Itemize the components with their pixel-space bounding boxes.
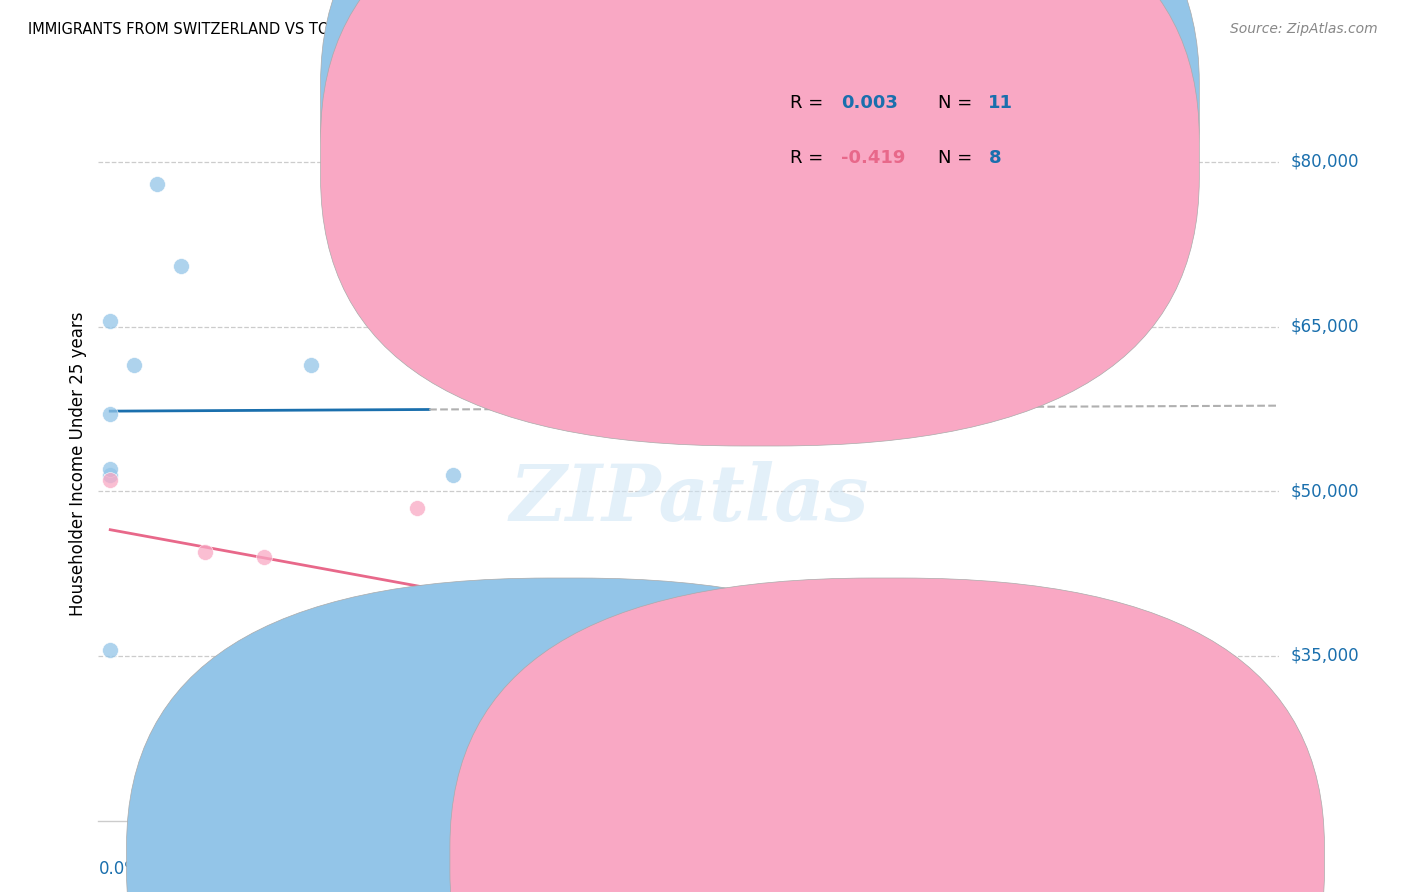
Text: 10.0%: 10.0% xyxy=(1227,860,1279,878)
Text: -0.419: -0.419 xyxy=(841,149,905,167)
Point xyxy=(406,622,429,636)
Text: R =: R = xyxy=(790,94,830,112)
Point xyxy=(643,643,665,657)
Text: 0.0%: 0.0% xyxy=(98,860,141,878)
Y-axis label: Householder Income Under 25 years: Householder Income Under 25 years xyxy=(69,311,87,616)
Text: Immigrants from Switzerland: Immigrants from Switzerland xyxy=(585,850,827,868)
Text: N =: N = xyxy=(938,149,977,167)
Point xyxy=(1091,758,1114,772)
Text: $50,000: $50,000 xyxy=(1291,483,1360,500)
Point xyxy=(170,259,193,273)
Point xyxy=(299,358,322,372)
Text: $35,000: $35,000 xyxy=(1291,647,1360,665)
Text: 8: 8 xyxy=(988,149,1001,167)
Point xyxy=(441,467,464,482)
Point xyxy=(253,550,276,565)
Text: Source: ZipAtlas.com: Source: ZipAtlas.com xyxy=(1230,22,1378,37)
Text: IMMIGRANTS FROM SWITZERLAND VS TOHONO O'ODHAM HOUSEHOLDER INCOME UNDER 25 YEARS : IMMIGRANTS FROM SWITZERLAND VS TOHONO O'… xyxy=(28,22,927,37)
Text: $65,000: $65,000 xyxy=(1291,318,1360,335)
Point xyxy=(406,500,429,515)
Point xyxy=(122,358,145,372)
Point xyxy=(98,462,121,476)
Text: N =: N = xyxy=(938,94,977,112)
Text: 11: 11 xyxy=(988,94,1014,112)
Text: $80,000: $80,000 xyxy=(1291,153,1360,171)
Text: 0.003: 0.003 xyxy=(841,94,897,112)
Point xyxy=(98,314,121,328)
Point xyxy=(98,408,121,422)
Point xyxy=(98,473,121,487)
Text: Tohono O'odham: Tohono O'odham xyxy=(911,850,1050,868)
Point xyxy=(146,177,169,191)
Point xyxy=(194,544,217,558)
Point xyxy=(418,358,440,372)
Point xyxy=(98,643,121,657)
Point xyxy=(253,671,276,685)
Text: R =: R = xyxy=(790,149,830,167)
Text: ZIPatlas: ZIPatlas xyxy=(509,461,869,538)
Point xyxy=(98,467,121,482)
